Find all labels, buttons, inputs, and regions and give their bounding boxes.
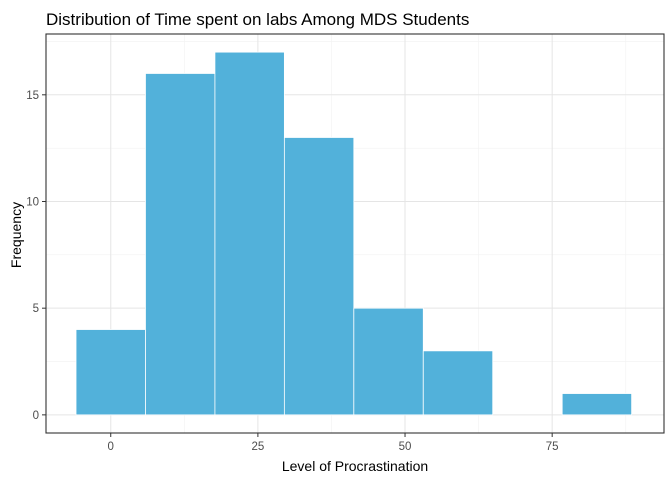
- chart-title: Distribution of Time spent on labs Among…: [46, 10, 469, 29]
- histogram-bar-3: [214, 51, 285, 416]
- histogram-bar-1: [75, 329, 146, 416]
- y-axis-title: Frequency: [8, 202, 24, 268]
- y-tick-label: 5: [33, 303, 39, 315]
- histogram-bar-5: [353, 307, 424, 416]
- y-tick-label: 15: [26, 90, 39, 102]
- histogram-bar-8: [561, 393, 633, 416]
- y-tick-label: 0: [33, 410, 39, 422]
- panel-border: [45, 33, 665, 434]
- histogram-bar-2: [145, 73, 216, 416]
- plot-panel: [45, 33, 665, 434]
- x-axis-ticks: 0 25 50 75: [108, 433, 559, 453]
- x-tick-label: 50: [399, 441, 412, 453]
- histogram-bar-6: [422, 350, 494, 416]
- histogram-bars: [75, 51, 633, 416]
- y-tick-label: 10: [26, 196, 39, 208]
- histogram-bar-4: [283, 137, 355, 416]
- x-tick-label: 0: [108, 441, 114, 453]
- x-axis-title: Level of Procrastination: [282, 458, 428, 474]
- x-tick-label: 75: [546, 441, 559, 453]
- y-axis-ticks: 0 5 10 15: [26, 90, 46, 422]
- x-tick-label: 25: [251, 441, 264, 453]
